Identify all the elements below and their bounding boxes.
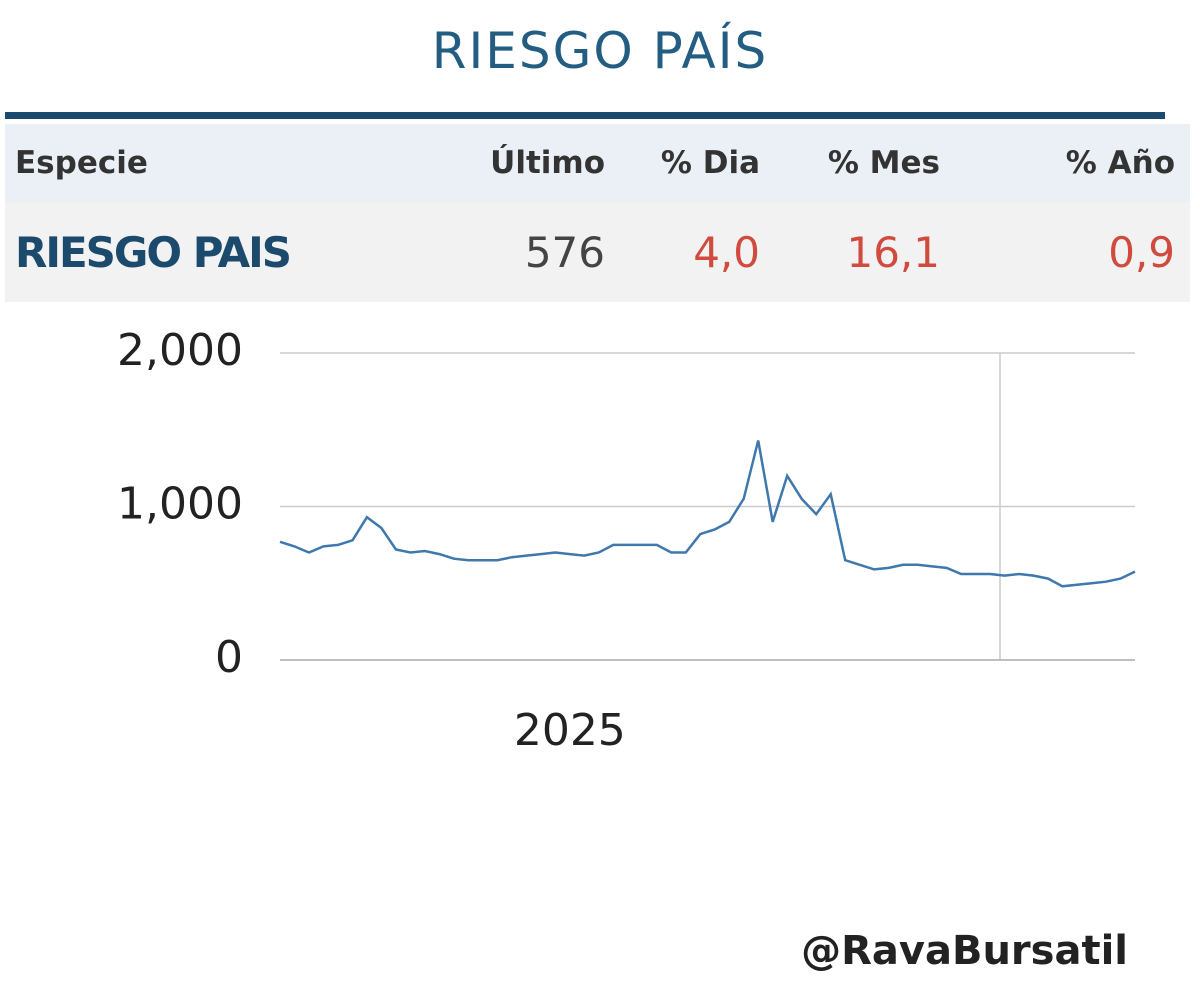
table-row: RIESGO PAIS 576 4,0 16,1 0,9 [5,202,1190,302]
table-cell: RIESGO PAIS [15,227,292,277]
table-cell: % Año [1065,145,1175,181]
table-cell: 0,9 [1108,227,1175,277]
chart: 0 1,000 2,000 2025 [117,325,1136,756]
y-tick-label: 1,000 [117,479,243,530]
table-header: Especie Último % Dia % Mes % Año [5,124,1190,202]
title: RIESGO PAÍS [431,22,769,80]
y-tick-label: 0 [215,632,243,683]
y-tick-label: 2,000 [117,325,243,376]
table-cell: Último [490,145,605,181]
table-cell: % Dia [660,145,760,181]
table-cell: % Mes [827,145,940,181]
x-tick-label: 2025 [514,705,626,756]
table-cell: 576 [524,227,605,277]
line [279,440,1136,588]
handle: @RavaBursatil [801,928,1128,974]
table-cell: 4,0 [693,227,760,277]
table-cell: 16,1 [846,227,940,277]
table-cell: Especie [15,145,148,181]
divider [5,112,1165,119]
